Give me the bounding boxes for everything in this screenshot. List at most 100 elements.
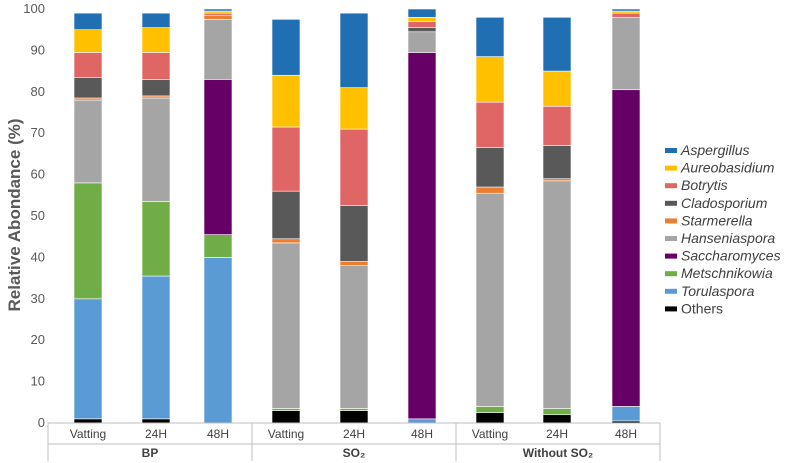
- x-group-label: Without SO₂: [523, 446, 594, 460]
- bar-segment-torulaspora: [141, 275, 171, 420]
- y-axis: 0 10 20 30 40 50 60 70 80 90 100: [23, 1, 45, 430]
- bar-segment-hanseniaspora: [542, 180, 572, 409]
- bar-segment-cladosporium: [542, 145, 572, 180]
- bar-segment-others: [475, 412, 505, 424]
- x-group-label: SO₂: [343, 446, 366, 460]
- bar-segment-aspergillus: [203, 8, 233, 12]
- bar-segment-aureobasidium: [141, 27, 171, 53]
- bar-segment-aureobasidium: [271, 74, 301, 128]
- bar-segment-starmerella: [542, 178, 572, 182]
- legend-swatch-others: [665, 306, 677, 312]
- bar-segment-starmerella: [271, 238, 301, 244]
- bar-segment-botrytis: [271, 126, 301, 192]
- legend-label-starmerella: Starmerella: [681, 212, 753, 228]
- bar-segment-others: [141, 418, 171, 424]
- bar-segment-botrytis: [73, 52, 103, 78]
- bar-segment-aureobasidium: [542, 70, 572, 107]
- bar-segment-starmerella: [73, 97, 103, 101]
- bar-segment-botrytis: [611, 12, 641, 18]
- bar-segment-aspergillus: [339, 12, 369, 88]
- bar-segment-hanseniaspora: [73, 99, 103, 184]
- x-category-label: 24H: [343, 427, 365, 441]
- y-tick-label: 60: [31, 167, 45, 182]
- bar-segment-cladosporium: [141, 79, 171, 97]
- legend-label-cladosporium: Cladosporium: [681, 195, 768, 211]
- x-category-label: 48H: [615, 427, 637, 441]
- bar-segment-aspergillus: [271, 19, 301, 76]
- bar-segment-metschnikowia: [339, 408, 369, 411]
- bar-segment-torulaspora: [407, 418, 437, 424]
- bar-segment-aspergillus: [611, 8, 641, 12]
- bar-segment-torulaspora: [203, 257, 233, 424]
- legend-label-saccharomyces: Saccharomyces: [681, 248, 781, 264]
- bar-segment-saccharomyces: [611, 89, 641, 407]
- bar-segment-others: [339, 410, 369, 424]
- x-group-label: BP: [142, 446, 159, 460]
- y-tick-label: 100: [23, 1, 45, 16]
- bar-segment-hanseniaspora: [475, 192, 505, 407]
- bar-segment-botrytis: [203, 12, 233, 16]
- bar-segment-starmerella: [475, 186, 505, 194]
- bar-segment-hanseniaspora: [141, 97, 171, 202]
- x-category-label: 48H: [207, 427, 229, 441]
- bar-segment-aureobasidium: [611, 10, 641, 14]
- bar-segment-starmerella: [203, 14, 233, 20]
- legend-swatch-saccharomyces: [665, 253, 677, 259]
- bar-segment-hanseniaspora: [407, 31, 437, 53]
- bar-segment-aureobasidium: [407, 16, 437, 22]
- bar-segment-botrytis: [339, 128, 369, 206]
- legend-swatch-aspergillus: [665, 148, 677, 153]
- y-tick-label: 50: [31, 208, 45, 223]
- bar-segment-cladosporium: [271, 190, 301, 240]
- bar-segment-hanseniaspora: [339, 265, 369, 409]
- bar-segment-hanseniaspora: [203, 19, 233, 80]
- bar-segment-aspergillus: [141, 12, 171, 28]
- y-tick-label: 30: [31, 291, 45, 306]
- legend-label-botrytis: Botrytis: [681, 177, 728, 193]
- y-tick-label: 80: [31, 84, 45, 99]
- bar-segment-metschnikowia: [475, 406, 505, 413]
- bar-segment-aureobasidium: [475, 56, 505, 103]
- x-category-label: Vatting: [70, 427, 106, 441]
- bar-segment-cladosporium: [475, 147, 505, 188]
- bar-segment-botrytis: [542, 105, 572, 146]
- bar-segment-aureobasidium: [203, 10, 233, 14]
- y-axis-title: Relative Abondance (%): [5, 118, 24, 311]
- x-category-label: 24H: [145, 427, 167, 441]
- bar-segment-saccharomyces: [407, 52, 437, 420]
- bar-segment-botrytis: [141, 52, 171, 80]
- bar-segment-cladosporium: [407, 27, 437, 33]
- bar-segment-others: [542, 414, 572, 424]
- x-category-label: Vatting: [268, 427, 304, 441]
- x-category-label: 24H: [546, 427, 568, 441]
- y-tick-label: 40: [31, 249, 45, 264]
- bar-segment-aureobasidium: [73, 29, 103, 53]
- bar-segment-saccharomyces: [203, 79, 233, 235]
- bar-segment-aspergillus: [475, 16, 505, 57]
- bar-segment-cladosporium: [73, 77, 103, 99]
- legend-label-hanseniaspora: Hanseniaspora: [681, 230, 775, 246]
- bars: [73, 8, 641, 424]
- legend-swatch-torulaspora: [665, 288, 677, 294]
- bar-segment-hanseniaspora: [271, 242, 301, 409]
- x-category-label: 48H: [411, 427, 433, 441]
- legend-label-torulaspora: Torulaspora: [681, 283, 755, 299]
- legend-swatch-metschnikowia: [665, 271, 677, 277]
- bar-segment-starmerella: [339, 261, 369, 266]
- bar-segment-others: [271, 410, 301, 424]
- legend-label-metschnikowia: Metschnikowia: [681, 265, 773, 281]
- legend-label-aspergillus: Aspergillus: [680, 142, 749, 158]
- y-tick-label: 10: [31, 374, 45, 389]
- bar-segment-metschnikowia: [141, 201, 171, 277]
- x-axis: Vatting 24H 48H BP Vatting 24H 48H SO₂ Vatting 24…: [47, 422, 661, 461]
- y-tick-label: 20: [31, 332, 45, 347]
- y-tick-label: 70: [31, 125, 45, 140]
- legend-label-others: Others: [681, 300, 723, 316]
- x-category-label: Vatting: [472, 427, 508, 441]
- bar-segment-torulaspora: [611, 406, 641, 422]
- bar-segment-cladosporium: [339, 205, 369, 262]
- bar-segment-starmerella: [141, 95, 171, 99]
- bar-segment-metschnikowia: [271, 408, 301, 411]
- bar-segment-aureobasidium: [339, 87, 369, 130]
